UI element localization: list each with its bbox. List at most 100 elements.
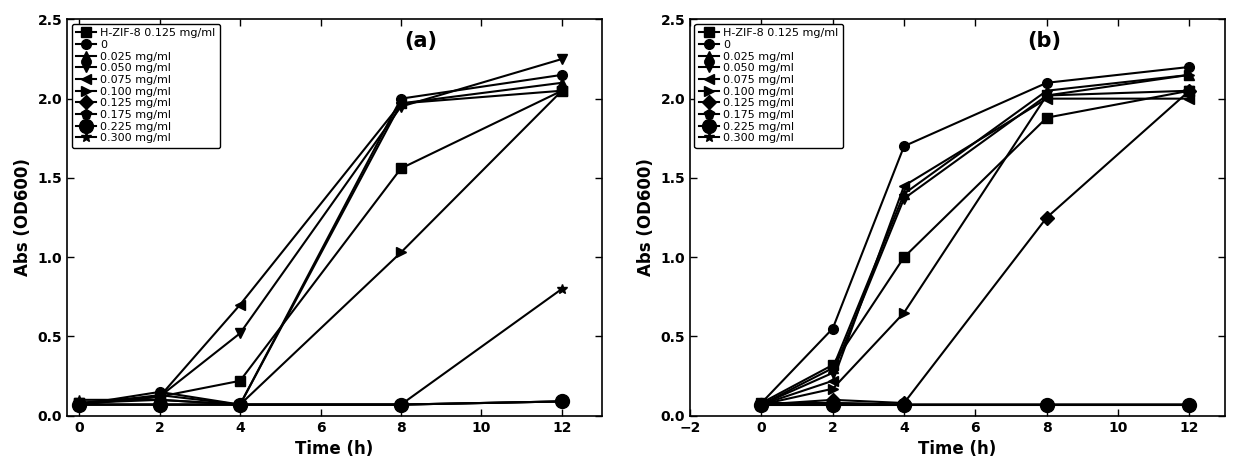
0 [152, 389, 167, 395]
0.075 mg/ml [1040, 96, 1054, 101]
0.025 mg/ml [1040, 88, 1054, 93]
H-ZIF-8 0.125 mg/ml [825, 362, 840, 368]
0.050 mg/ml [1182, 88, 1197, 93]
H-ZIF-8 0.125 mg/ml [394, 166, 409, 171]
0 [233, 402, 248, 407]
0.050 mg/ml [755, 402, 769, 407]
0.300 mg/ml [72, 397, 87, 403]
0.225 mg/ml [152, 402, 167, 407]
0.025 mg/ml [755, 402, 769, 407]
0.050 mg/ml [555, 56, 570, 62]
Line: 0.175 mg/ml: 0.175 mg/ml [74, 396, 566, 409]
0.225 mg/ml [755, 402, 769, 407]
0.125 mg/ml [555, 398, 570, 404]
Legend: H-ZIF-8 0.125 mg/ml, 0, 0.025 mg/ml, 0.050 mg/ml, 0.075 mg/ml, 0.100 mg/ml, 0.12: H-ZIF-8 0.125 mg/ml, 0, 0.025 mg/ml, 0.0… [72, 24, 221, 148]
0.050 mg/ml [233, 330, 248, 336]
0.125 mg/ml [233, 402, 248, 407]
0.075 mg/ml [72, 400, 87, 406]
0.050 mg/ml [72, 402, 87, 407]
H-ZIF-8 0.125 mg/ml [897, 254, 912, 260]
0.100 mg/ml [394, 250, 409, 255]
0.125 mg/ml [72, 402, 87, 407]
0.050 mg/ml [825, 370, 840, 376]
0.225 mg/ml [897, 402, 912, 407]
0.125 mg/ml [1040, 215, 1054, 220]
0.100 mg/ml [152, 397, 167, 403]
0.100 mg/ml [1040, 93, 1054, 98]
Line: 0.025 mg/ml: 0.025 mg/ml [757, 70, 1194, 409]
0.100 mg/ml [755, 402, 769, 407]
0.125 mg/ml [897, 400, 912, 406]
0.125 mg/ml [394, 402, 409, 407]
0.175 mg/ml [1182, 402, 1197, 407]
0.025 mg/ml [152, 392, 167, 398]
Line: 0.075 mg/ml: 0.075 mg/ml [757, 94, 1194, 409]
0.075 mg/ml [394, 101, 409, 106]
0.125 mg/ml [1182, 88, 1197, 93]
0.100 mg/ml [825, 386, 840, 392]
0.100 mg/ml [72, 400, 87, 406]
0 [825, 326, 840, 331]
X-axis label: Time (h): Time (h) [295, 440, 374, 458]
0.125 mg/ml [755, 402, 769, 407]
0.075 mg/ml [555, 88, 570, 93]
Line: 0: 0 [757, 62, 1194, 408]
0 [394, 96, 409, 101]
0.300 mg/ml [394, 402, 409, 407]
0.075 mg/ml [233, 302, 248, 308]
0.175 mg/ml [555, 398, 570, 404]
0.300 mg/ml [897, 402, 912, 407]
Line: H-ZIF-8 0.125 mg/ml: H-ZIF-8 0.125 mg/ml [74, 86, 566, 408]
0.025 mg/ml [897, 191, 912, 197]
0.025 mg/ml [233, 402, 248, 407]
H-ZIF-8 0.125 mg/ml [1040, 115, 1054, 120]
0.025 mg/ml [394, 101, 409, 106]
0.100 mg/ml [233, 402, 248, 407]
H-ZIF-8 0.125 mg/ml [755, 400, 769, 406]
0.075 mg/ml [825, 378, 840, 384]
0.175 mg/ml [72, 402, 87, 407]
0.125 mg/ml [152, 402, 167, 407]
0.075 mg/ml [1182, 96, 1197, 101]
0.175 mg/ml [1040, 402, 1054, 407]
0.225 mg/ml [1040, 402, 1054, 407]
Line: 0.175 mg/ml: 0.175 mg/ml [757, 398, 1194, 409]
0.225 mg/ml [825, 402, 840, 407]
0.175 mg/ml [897, 402, 912, 407]
H-ZIF-8 0.125 mg/ml [152, 394, 167, 399]
0.025 mg/ml [825, 365, 840, 371]
0 [555, 72, 570, 78]
Line: 0.075 mg/ml: 0.075 mg/ml [74, 86, 566, 408]
Y-axis label: Abs (OD600): Abs (OD600) [14, 159, 32, 277]
0.075 mg/ml [755, 402, 769, 407]
0.050 mg/ml [1040, 93, 1054, 98]
0.300 mg/ml [233, 402, 248, 407]
0 [1182, 64, 1197, 70]
0.225 mg/ml [555, 398, 570, 404]
H-ZIF-8 0.125 mg/ml [555, 88, 570, 93]
H-ZIF-8 0.125 mg/ml [72, 400, 87, 406]
Line: 0: 0 [74, 70, 566, 409]
0.175 mg/ml [152, 402, 167, 407]
0.300 mg/ml [152, 397, 167, 403]
0.100 mg/ml [555, 88, 570, 93]
Text: (b): (b) [1027, 31, 1061, 51]
0 [1040, 80, 1054, 85]
Line: 0.300 mg/ml: 0.300 mg/ml [757, 398, 1194, 409]
0.050 mg/ml [897, 196, 912, 202]
Line: 0.125 mg/ml: 0.125 mg/ml [757, 86, 1194, 409]
0.175 mg/ml [394, 402, 409, 407]
Line: H-ZIF-8 0.125 mg/ml: H-ZIF-8 0.125 mg/ml [757, 86, 1194, 408]
0.025 mg/ml [555, 80, 570, 85]
Legend: H-ZIF-8 0.125 mg/ml, 0, 0.025 mg/ml, 0.050 mg/ml, 0.075 mg/ml, 0.100 mg/ml, 0.12: H-ZIF-8 0.125 mg/ml, 0, 0.025 mg/ml, 0.0… [695, 24, 843, 148]
Line: 0.300 mg/ml: 0.300 mg/ml [74, 284, 566, 409]
0.100 mg/ml [1182, 72, 1197, 78]
0 [755, 400, 769, 406]
0.300 mg/ml [555, 286, 570, 292]
0.175 mg/ml [233, 402, 248, 407]
H-ZIF-8 0.125 mg/ml [233, 378, 248, 384]
0.175 mg/ml [825, 400, 840, 406]
Line: 0.225 mg/ml: 0.225 mg/ml [755, 397, 1197, 412]
H-ZIF-8 0.125 mg/ml [1182, 88, 1197, 93]
0.225 mg/ml [1182, 402, 1197, 407]
